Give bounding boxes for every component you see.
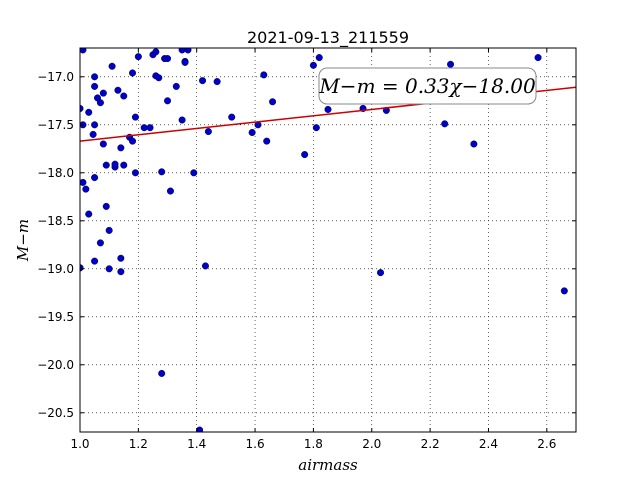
- data-point: [213, 78, 221, 86]
- y-tick-label: −19.0: [37, 262, 74, 276]
- data-point: [82, 185, 90, 193]
- data-point: [102, 161, 110, 169]
- data-point: [117, 268, 125, 276]
- data-point: [309, 61, 317, 69]
- x-tick-label: 1.0: [70, 437, 89, 451]
- x-tick-label: 1.2: [129, 437, 148, 451]
- data-point: [96, 99, 104, 107]
- data-point: [190, 169, 198, 177]
- data-point: [80, 104, 84, 112]
- data-point: [269, 98, 277, 106]
- data-point: [89, 130, 97, 138]
- x-tick-label: 1.8: [304, 437, 323, 451]
- y-tick-label: −20.5: [37, 406, 74, 420]
- data-point: [204, 128, 212, 136]
- data-point: [117, 144, 125, 152]
- data-point: [312, 124, 320, 132]
- data-point: [131, 169, 139, 177]
- data-point: [85, 108, 93, 116]
- data-point: [120, 161, 128, 169]
- data-point: [91, 257, 99, 265]
- data-point: [155, 74, 163, 82]
- data-point: [534, 54, 542, 62]
- data-point: [102, 202, 110, 210]
- data-point: [111, 160, 119, 168]
- data-point: [158, 168, 166, 176]
- y-tick-label: −17.5: [37, 118, 74, 132]
- data-point: [80, 48, 87, 54]
- data-point: [441, 120, 449, 128]
- data-point: [131, 113, 139, 121]
- data-point: [181, 58, 189, 66]
- y-tick-label: −17.0: [37, 70, 74, 84]
- data-point: [248, 128, 256, 136]
- data-point: [140, 124, 148, 132]
- plot-frame: [79, 47, 577, 433]
- data-point: [184, 48, 192, 54]
- data-point: [158, 369, 166, 377]
- data-point: [301, 151, 309, 159]
- data-point: [201, 262, 209, 270]
- data-point: [105, 226, 113, 234]
- annotation-box: [318, 67, 537, 105]
- x-tick-label: 2.0: [362, 437, 381, 451]
- y-axis-label: M−m: [14, 219, 32, 262]
- fit-annotation: M−m = 0.33χ−18.00: [318, 67, 537, 105]
- data-point: [114, 86, 122, 94]
- data-point: [315, 54, 323, 62]
- data-point: [324, 105, 332, 113]
- data-point: [560, 287, 568, 295]
- x-tick-label: 2.4: [479, 437, 498, 451]
- data-point: [105, 265, 113, 273]
- data-point: [99, 89, 107, 97]
- x-tick-label: 2.2: [421, 437, 440, 451]
- x-tick-label: 2.6: [537, 437, 556, 451]
- data-point: [172, 82, 180, 90]
- data-point: [260, 71, 268, 79]
- chart-title: 2021-09-13_211559: [247, 28, 409, 48]
- data-point: [91, 174, 99, 182]
- y-tick-label: −18.0: [37, 166, 74, 180]
- fit-equation: M−m = 0.33χ−18.00: [318, 74, 536, 98]
- data-point: [146, 124, 154, 132]
- data-point: [447, 60, 455, 68]
- data-point: [80, 178, 87, 186]
- data-point: [108, 62, 116, 70]
- x-tick-label: 1.6: [246, 437, 265, 451]
- data-point: [85, 210, 93, 218]
- y-tick-label: −19.5: [37, 310, 74, 324]
- data-point: [91, 82, 99, 90]
- data-point: [134, 53, 142, 61]
- x-axis-label: airmass: [298, 456, 358, 474]
- data-point: [129, 69, 137, 77]
- y-tick-label: −20.0: [37, 358, 74, 372]
- data-point: [377, 269, 385, 277]
- grid: [79, 48, 576, 432]
- data-points: [80, 48, 568, 432]
- data-point: [166, 187, 174, 195]
- data-point: [470, 140, 478, 148]
- data-point: [164, 55, 172, 63]
- data-point: [178, 116, 186, 124]
- data-point: [99, 140, 107, 148]
- data-point: [96, 239, 104, 247]
- y-tick-label: −18.5: [37, 214, 74, 228]
- data-point: [91, 121, 99, 129]
- data-point: [228, 113, 236, 121]
- data-point: [129, 137, 137, 145]
- data-point: [80, 264, 84, 272]
- data-point: [91, 73, 99, 81]
- data-point: [152, 48, 160, 56]
- data-point: [263, 137, 271, 145]
- axis-ticks: 1.0 1.2 1.4 1.6 1.8 2.0 2.2 2.4 2.6 −17.0 −17.5 −18…: [37, 48, 576, 451]
- data-point: [164, 97, 172, 105]
- data-point: [120, 92, 128, 100]
- x-tick-label: 1.4: [187, 437, 206, 451]
- data-point: [117, 254, 125, 262]
- data-point: [199, 77, 207, 85]
